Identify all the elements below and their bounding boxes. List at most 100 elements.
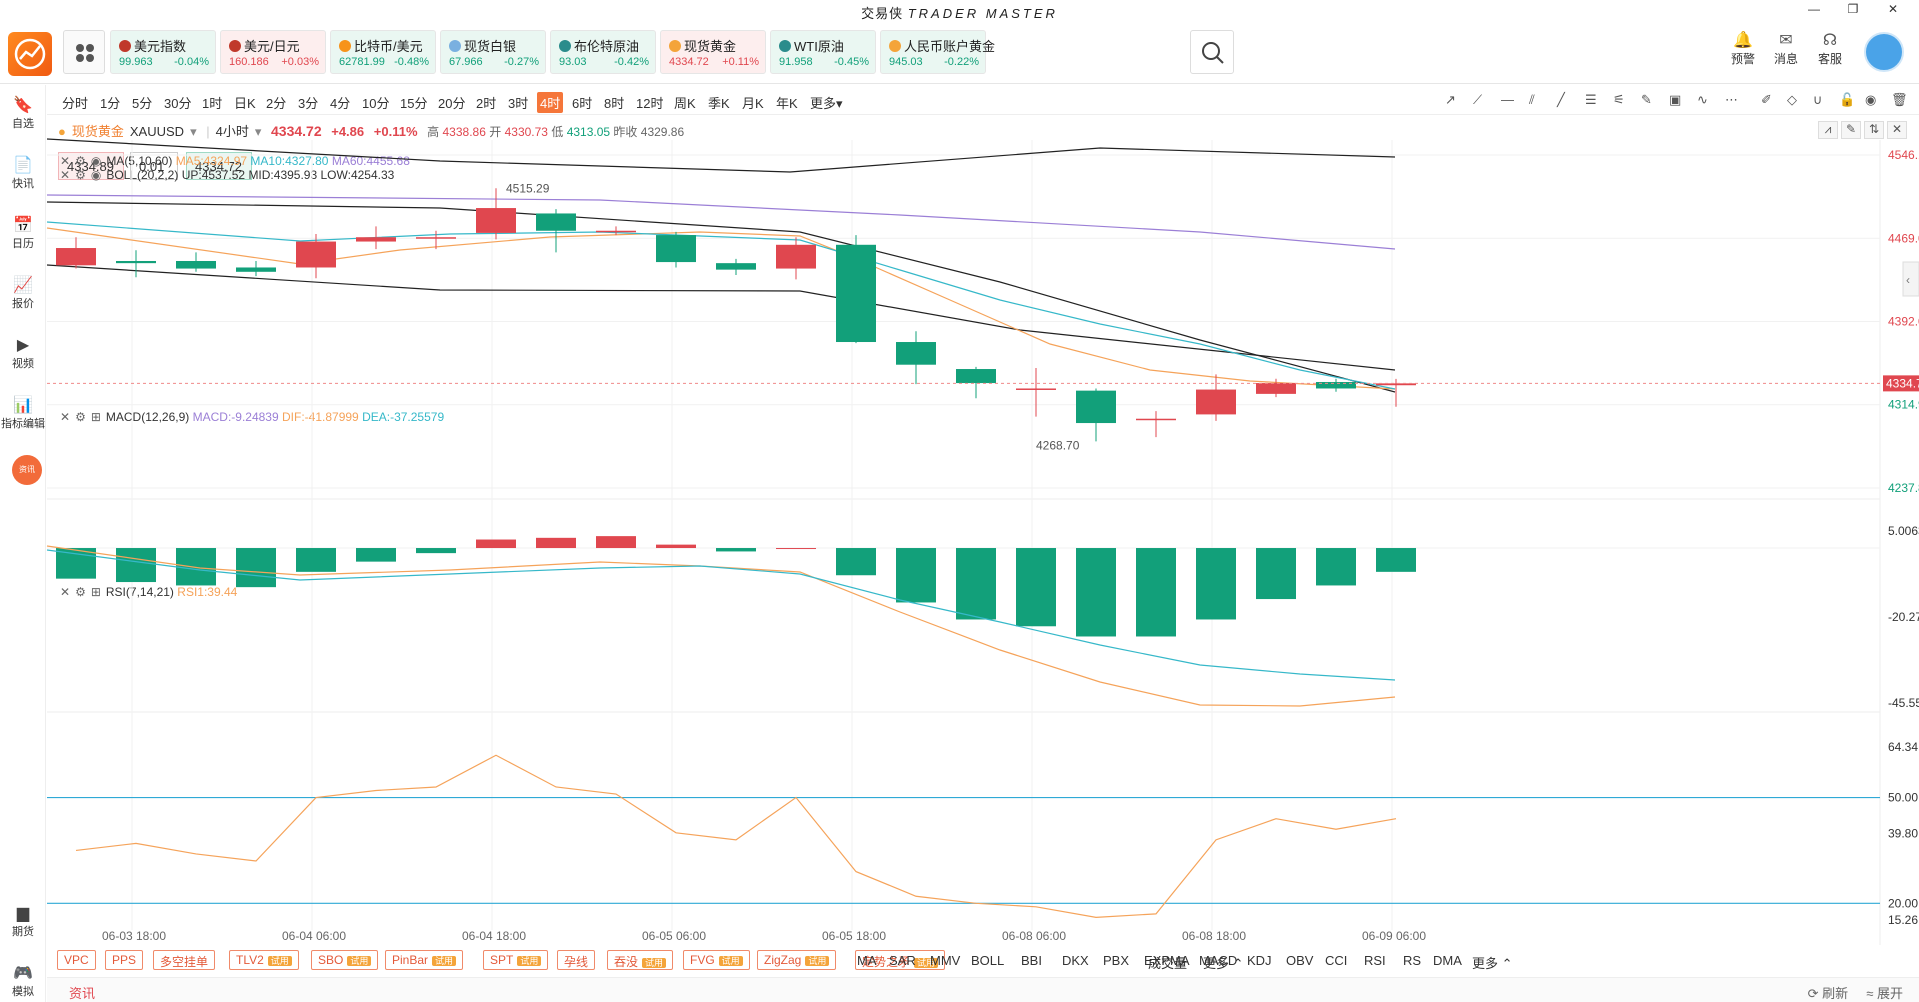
timeframe-tab[interactable]: 2分 [266, 96, 287, 111]
refresh-button[interactable]: ⟳ 刷新 [1807, 986, 1849, 1001]
sidebar-news-badge[interactable]: 资讯 [12, 455, 42, 485]
timeframe-tab[interactable]: 分时 [62, 96, 89, 111]
eraser-icon[interactable]: ◇ [1787, 92, 1797, 107]
main-indicator-link[interactable]: PBX [1103, 953, 1130, 968]
indicator-button[interactable]: FVG 试用 [683, 950, 750, 970]
channel-icon[interactable]: ⫽ [1529, 92, 1535, 107]
avatar[interactable] [1864, 32, 1904, 72]
sidebar-item-video[interactable]: ▶ 视频 [0, 335, 46, 371]
sub-indicator-link[interactable]: 成交量 [1148, 956, 1188, 971]
sub-indicator-link[interactable]: OBV [1286, 953, 1314, 968]
indicator-button[interactable]: SPT 试用 [483, 950, 549, 970]
quote-card[interactable]: 布伦特原油 93.03 -0.42% [550, 30, 656, 74]
sub-indicator-link[interactable]: DMA [1433, 953, 1462, 968]
main-indicator-link[interactable]: BOLL [971, 953, 1005, 968]
line-icon[interactable]: ⟋ [1473, 92, 1483, 107]
grid-menu-icon[interactable] [63, 30, 105, 74]
fan-icon[interactable]: ⚟ [1613, 92, 1625, 107]
search-icon[interactable] [1190, 30, 1234, 74]
timeframe-tab[interactable]: 15分 [400, 96, 428, 111]
sidebar-item-demo[interactable]: 🎮 模拟 [0, 963, 46, 999]
segment-icon[interactable]: ╱ [1557, 92, 1565, 107]
quote-card[interactable]: WTI原油 91.958 -0.45% [770, 30, 876, 74]
eye-icon[interactable]: ◉ [90, 154, 102, 168]
compare-icon[interactable]: ⇅ [1864, 121, 1884, 139]
sell-price-button[interactable]: 4334.89 [58, 152, 124, 180]
timeframe-tab[interactable]: 1时 [202, 96, 223, 111]
sidebar-item-quotes[interactable]: 📈 报价 [0, 275, 46, 311]
sub-indicator-link[interactable]: RS [1403, 953, 1422, 968]
restore-icon[interactable]: ❐ [1847, 2, 1859, 16]
timeframe-tab[interactable]: 12时 [636, 96, 664, 111]
settings-icon[interactable]: ⚙ [75, 410, 86, 424]
service-button[interactable]: ☊ 客服 [1812, 30, 1848, 67]
lot-size-input[interactable]: 0.01 [130, 152, 178, 180]
close-window-icon[interactable]: ✕ [1887, 2, 1899, 16]
indicator-button[interactable]: 吞没 试用 [607, 950, 674, 970]
indicator-button[interactable]: 定势之矛 试用 [855, 950, 946, 970]
main-indicator-link[interactable]: DKX [1062, 953, 1089, 968]
quote-card[interactable]: 现货黄金 4334.72 +0.11% [660, 30, 766, 74]
news-label[interactable]: 资讯 [69, 986, 96, 1001]
alert-button[interactable]: 🔔 预警 [1725, 30, 1761, 67]
sub-indicator-link[interactable]: 更多 ⌃ [1472, 956, 1513, 971]
trash-icon[interactable]: 🗑 [1891, 92, 1908, 107]
fibonacci-icon[interactable]: ☰ [1585, 92, 1597, 107]
chart-type-icon[interactable]: ⩘ [1818, 121, 1838, 139]
symbol-code[interactable]: XAUUSD [129, 124, 185, 139]
eye-icon[interactable]: ◉ [90, 168, 102, 182]
expand-button[interactable]: ≈ 展开 [1866, 986, 1903, 1001]
indicator-button[interactable]: SBO 试用 [311, 950, 379, 970]
close-icon[interactable]: ✕ [60, 410, 71, 424]
sub-indicator-link[interactable]: KDJ [1247, 953, 1272, 968]
timeframe-tab[interactable]: 10分 [362, 96, 390, 111]
timeframe-tab[interactable]: 3分 [298, 96, 319, 111]
indicator-button[interactable]: VPC [57, 950, 96, 970]
sidebar-item-watchlist[interactable]: 🔖 自选 [0, 95, 46, 131]
quote-card[interactable]: 现货白银 67.966 -0.27% [440, 30, 546, 74]
image-icon[interactable]: ▣ [1669, 92, 1682, 107]
period-select[interactable]: 4小时 [215, 124, 249, 139]
main-indicator-link[interactable]: EXPMA [1144, 953, 1190, 968]
main-indicator-link[interactable]: SAR [889, 953, 916, 968]
sub-indicator-link[interactable]: MACD [1199, 953, 1238, 968]
indicator-button[interactable]: 多空挂单 [153, 950, 216, 970]
timeframe-tab[interactable]: 20分 [438, 96, 466, 111]
timeframe-tab[interactable]: 1分 [100, 96, 121, 111]
timeframe-tab[interactable]: 6时 [572, 96, 593, 111]
indicator-button[interactable]: PinBar 试用 [385, 950, 464, 970]
close-icon[interactable]: ✕ [60, 154, 71, 168]
sub-indicator-link[interactable]: CCI [1325, 953, 1348, 968]
close-icon[interactable]: ✕ [60, 168, 71, 182]
expand-icon[interactable]: ⊞ [90, 410, 101, 424]
buy-price-button[interactable]: 4334.72 [186, 152, 252, 180]
indicator-button[interactable]: TLV2 试用 [229, 950, 299, 970]
draw-toggle-icon[interactable]: ✎ [1841, 121, 1861, 139]
timeframe-tab[interactable]: 4分 [330, 96, 351, 111]
eye-icon[interactable]: ◉ [1865, 92, 1877, 107]
settings-icon[interactable]: ⚙ [75, 585, 86, 599]
indicator-button[interactable]: PPS [105, 950, 144, 970]
expand-icon[interactable]: ⊞ [90, 585, 101, 599]
hline-icon[interactable]: — [1501, 92, 1514, 107]
main-indicator-link[interactable]: 更多 ⌃ [1203, 956, 1244, 971]
brush-icon[interactable]: ✎ [1641, 92, 1652, 107]
timeframe-tab[interactable]: 日K [234, 96, 256, 111]
timeframe-tab[interactable]: 8时 [604, 96, 625, 111]
indicator-button[interactable]: ZigZag 试用 [757, 950, 837, 970]
main-indicator-link[interactable]: BBI [1021, 953, 1042, 968]
timeframe-tab[interactable]: 4时 [537, 92, 564, 113]
sidebar-item-indicator-edit[interactable]: 📊 指标编辑 [0, 395, 46, 431]
timeframe-tab[interactable]: 3时 [508, 96, 529, 111]
close-icon[interactable]: ✕ [60, 585, 71, 599]
settings-icon[interactable]: ⚙ [75, 154, 86, 168]
sidebar-item-calendar[interactable]: 📅 日历 [0, 215, 46, 251]
settings-icon[interactable]: ⚙ [75, 168, 86, 182]
minimize-icon[interactable]: — [1808, 2, 1820, 16]
lock-icon[interactable]: 🔓 [1839, 92, 1856, 107]
ray-icon[interactable]: ↗ [1445, 92, 1456, 107]
timeframe-tab[interactable]: 年K [776, 96, 798, 111]
timeframe-tab[interactable]: 更多▾ [810, 96, 843, 111]
quote-card[interactable]: 人民币账户黄金 945.03 -0.22% [880, 30, 995, 74]
sidebar-item-futures[interactable]: ▆ 期货 [0, 903, 46, 939]
